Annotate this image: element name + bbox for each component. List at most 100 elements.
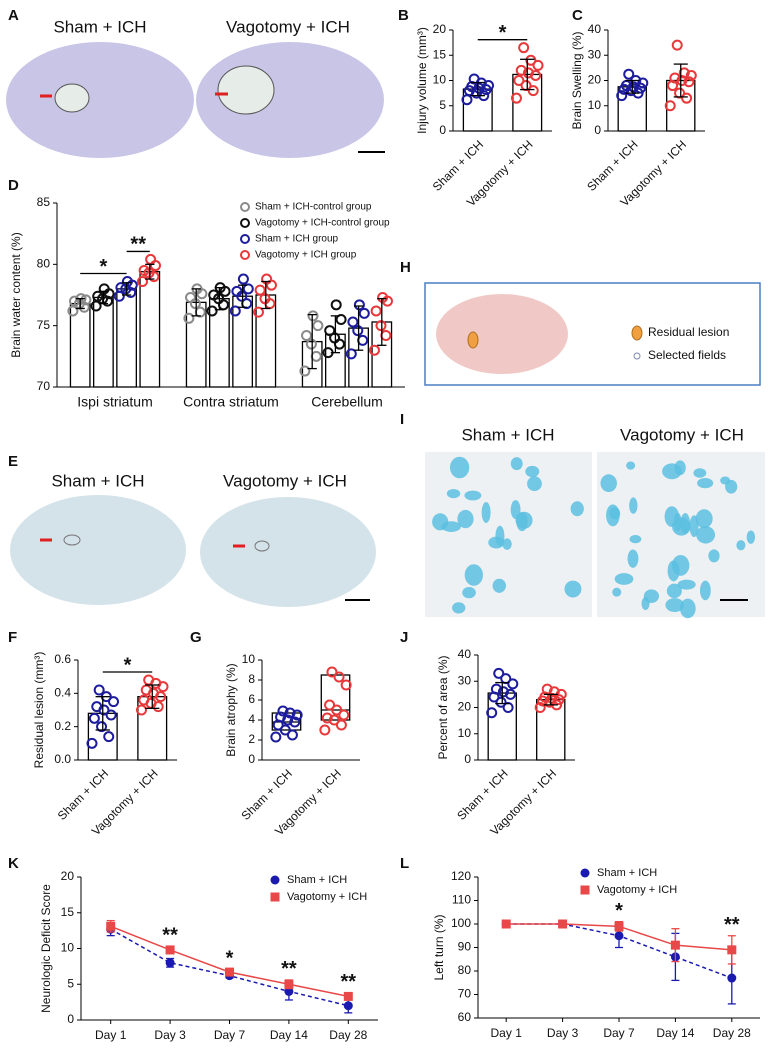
data-point xyxy=(115,282,127,294)
y-tick-label: 30 xyxy=(458,673,472,687)
panel-letter: H xyxy=(400,259,411,276)
cell xyxy=(629,497,638,514)
cell xyxy=(695,509,713,529)
point xyxy=(501,919,511,929)
y-axis-label: Injury volume (mm³) xyxy=(415,27,429,134)
significance-label: * xyxy=(615,900,623,922)
cell xyxy=(612,587,622,597)
image-label: Vagotomy + ICH xyxy=(226,17,350,36)
point xyxy=(343,1001,353,1011)
data-point xyxy=(637,77,649,89)
y-tick-label: 40 xyxy=(458,647,472,661)
legend-marker xyxy=(580,885,590,895)
legend-label: Vagotomy + ICH group xyxy=(255,250,357,261)
data-point xyxy=(468,73,480,85)
x-tick-label: Contra striatum xyxy=(183,394,279,410)
data-point xyxy=(149,260,161,272)
data-point xyxy=(305,338,317,350)
data-point xyxy=(261,273,273,285)
data-point xyxy=(208,289,220,301)
image-label: Vagotomy + ICH xyxy=(620,425,744,444)
y-tick-label: 85 xyxy=(37,195,51,209)
y-tick-label: 10 xyxy=(458,726,472,740)
x-tick-label: Day 28 xyxy=(329,1028,367,1042)
cell xyxy=(666,583,682,599)
y-tick-label: 10 xyxy=(61,941,75,955)
data-point xyxy=(138,264,150,276)
data-point xyxy=(486,707,498,719)
data-point xyxy=(338,709,350,721)
legend-label: Sham + ICH group xyxy=(255,234,339,245)
point xyxy=(165,958,175,968)
micrograph xyxy=(425,452,592,617)
data-point xyxy=(495,696,507,708)
y-axis-label: Percent of area (%) xyxy=(436,655,450,759)
x-tick-label: Day 28 xyxy=(713,1026,751,1040)
data-point xyxy=(105,709,117,721)
data-point xyxy=(185,291,197,303)
y-tick-label: 90 xyxy=(458,940,472,954)
data-point xyxy=(534,702,546,713)
data-point xyxy=(358,307,370,319)
cell xyxy=(708,549,720,563)
point xyxy=(727,973,737,983)
y-tick-label: 4 xyxy=(248,712,255,726)
cell xyxy=(464,490,482,501)
data-point xyxy=(353,299,365,311)
cell xyxy=(449,456,470,479)
data-point xyxy=(242,283,254,295)
cell xyxy=(696,526,716,544)
y-tick-label: 0.2 xyxy=(54,719,71,733)
x-tick-label: Cerebellum xyxy=(311,394,383,410)
significance-label: ** xyxy=(281,958,297,980)
data-point xyxy=(108,696,120,708)
significance-label: ** xyxy=(130,234,146,256)
panel-letter: E xyxy=(8,453,18,470)
x-tick-label: Day 7 xyxy=(603,1026,635,1040)
cell xyxy=(525,465,540,478)
y-tick-label: 10 xyxy=(242,652,256,666)
panel-letter: J xyxy=(400,629,408,646)
cell xyxy=(699,580,711,601)
legend-label: Selected fields xyxy=(648,348,726,362)
y-tick-label: 20 xyxy=(61,869,75,883)
legend-marker xyxy=(270,875,280,885)
cell xyxy=(677,579,696,590)
data-point xyxy=(286,729,298,741)
bar xyxy=(536,698,566,761)
data-point xyxy=(328,714,340,726)
data-point xyxy=(685,69,697,81)
legend-label: Sham + ICH xyxy=(597,867,657,879)
data-point xyxy=(515,64,527,76)
data-point xyxy=(375,320,387,332)
data-point xyxy=(88,712,100,724)
data-point xyxy=(279,724,291,736)
data-point xyxy=(541,683,553,695)
y-tick-label: 70 xyxy=(458,987,472,1001)
x-tick-label: Day 1 xyxy=(95,1028,127,1042)
cell xyxy=(570,501,584,517)
data-point xyxy=(301,329,313,341)
data-point xyxy=(206,305,218,317)
data-point xyxy=(333,671,345,683)
x-tick-label: Day 1 xyxy=(491,1026,523,1040)
brain-section xyxy=(10,495,376,607)
point xyxy=(343,991,353,1001)
y-tick-label: 75 xyxy=(37,318,51,332)
y-tick-label: 40 xyxy=(588,22,602,36)
y-tick-label: 15 xyxy=(433,47,447,61)
brain-section xyxy=(6,42,385,158)
data-point xyxy=(237,273,249,285)
y-tick-label: 10 xyxy=(588,98,602,112)
stained-cells xyxy=(432,456,756,619)
cell xyxy=(462,586,476,599)
significance-label: * xyxy=(226,948,234,970)
data-point xyxy=(307,310,319,322)
y-tick-label: 20 xyxy=(458,700,472,714)
y-tick-label: 6 xyxy=(248,692,255,706)
legend-label: Vagotomy + ICH-control group xyxy=(255,218,390,229)
data-point xyxy=(674,87,686,99)
y-tick-label: 80 xyxy=(458,963,472,977)
panel-letter: F xyxy=(8,629,17,646)
